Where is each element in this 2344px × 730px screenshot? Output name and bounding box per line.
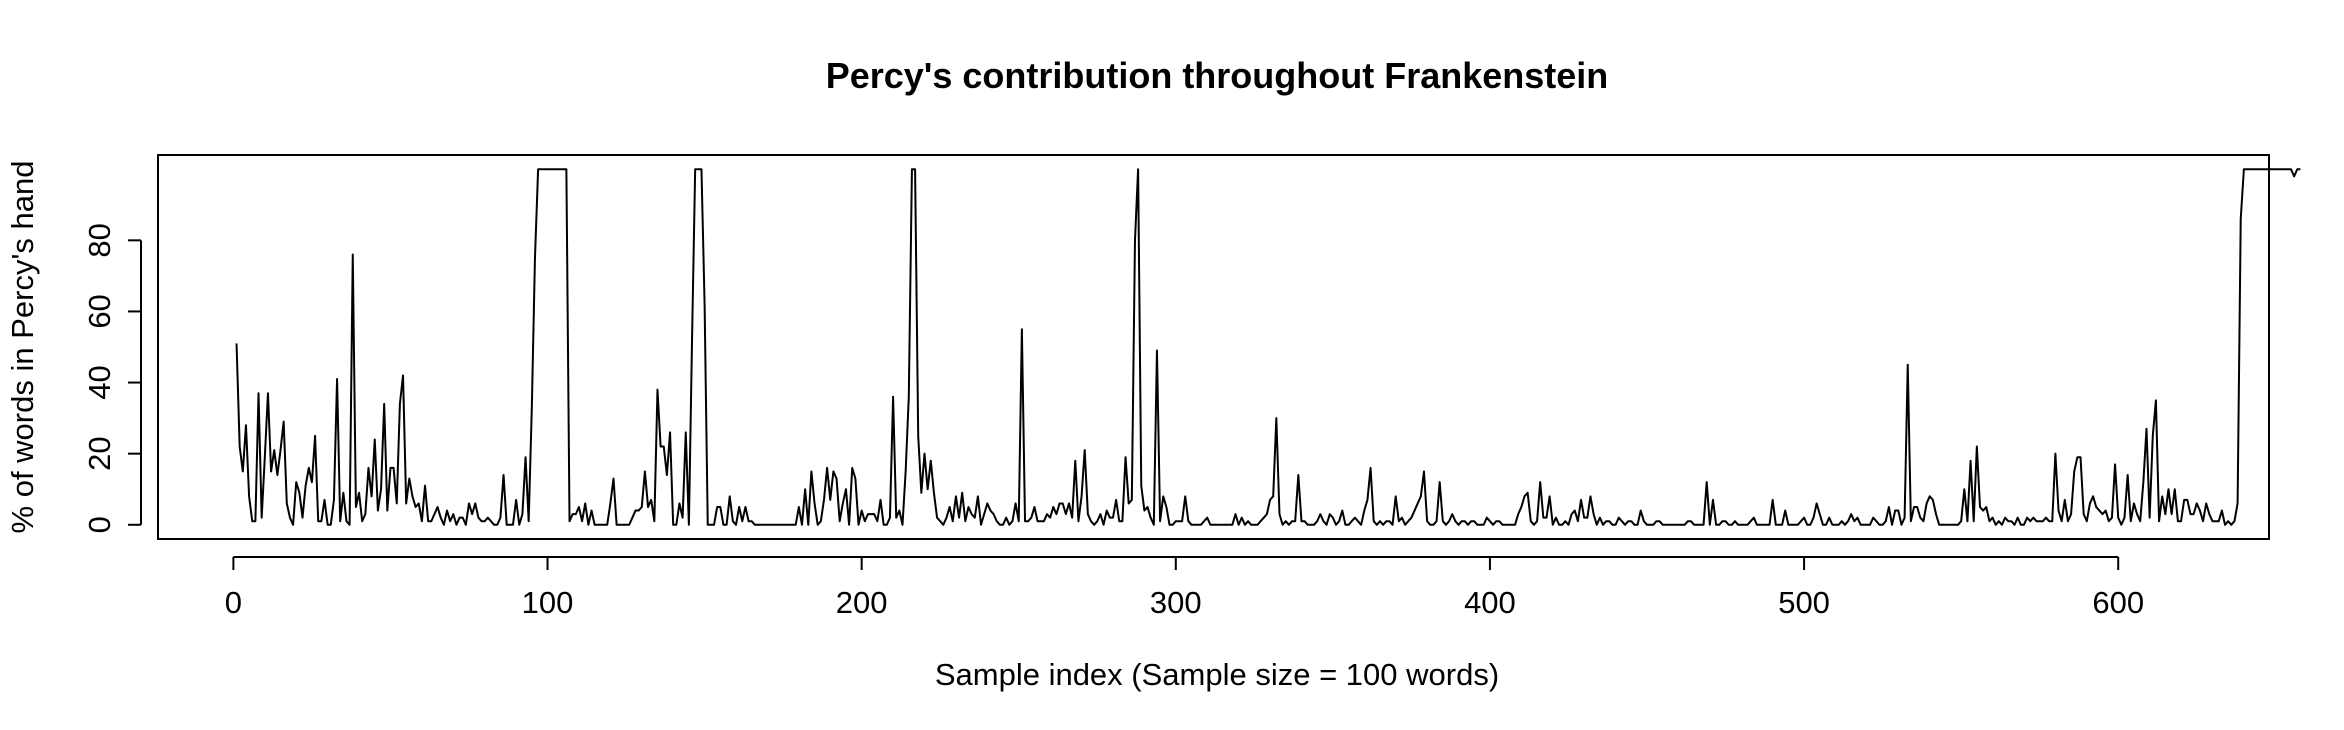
chart-title: Percy's contribution throughout Frankens… (826, 55, 1609, 96)
x-tick-label: 0 (225, 585, 242, 620)
plot-frame (157, 154, 2270, 540)
x-axis-label: Sample index (Sample size = 100 words) (935, 657, 1499, 692)
x-tick-label: 300 (1150, 585, 1202, 620)
series-layer (235, 168, 2301, 526)
y-tick-label: 0 (82, 516, 117, 533)
x-tick-label: 500 (1778, 585, 1830, 620)
y-axis: 0 20 40 60 80 (82, 223, 142, 533)
y-tick-label: 80 (82, 223, 117, 257)
x-tick-label: 600 (2092, 585, 2144, 620)
y-tick-label: 40 (82, 365, 117, 399)
x-axis: 0 100 200 300 400 500 600 (225, 556, 2144, 620)
y-tick-label: 60 (82, 294, 117, 328)
x-tick-label: 400 (1464, 585, 1516, 620)
x-tick-label: 200 (836, 585, 888, 620)
y-axis-label: % of words in Percy's hand (5, 161, 40, 534)
series-line (235, 168, 2301, 526)
x-tick-label: 100 (522, 585, 574, 620)
y-tick-label: 20 (82, 436, 117, 470)
